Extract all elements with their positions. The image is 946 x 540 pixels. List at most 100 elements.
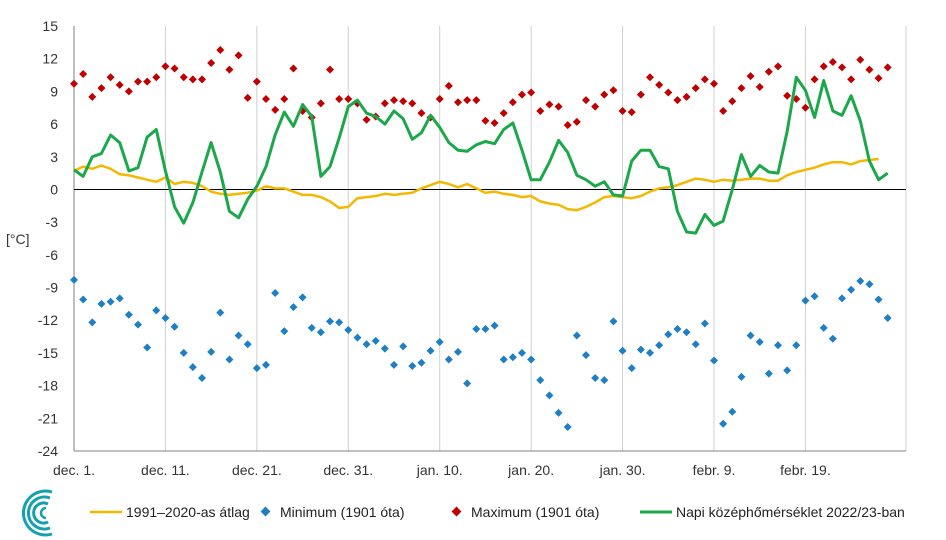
series-min-point [380,344,389,353]
series-max-point [362,115,371,124]
series-max-point [262,95,270,104]
series-min-point [344,326,353,335]
series-min-point [572,331,581,340]
series-max-point [454,98,462,107]
series-max-point [344,95,353,104]
legend-min-swatch [260,506,271,517]
series-min-point [746,331,755,340]
series-min-point [271,288,280,297]
series-min-point [728,407,737,416]
series-max-point [435,95,444,104]
series-min-point [417,358,426,367]
series-max-point [289,64,298,73]
series-min-point [362,340,371,349]
series-min-point [810,292,819,301]
series-max-point [326,65,334,74]
series-min-point [673,324,682,333]
y-tick-label: -15 [38,345,58,361]
legend-item-max: Maximum (1901 óta) [451,504,599,520]
y-tick-label: -12 [38,312,58,328]
series-max-point [444,81,453,90]
series-min-point [646,348,654,357]
series-min-point [216,308,225,317]
series-max-point [252,77,261,86]
series-max [70,45,892,130]
series-max-point [243,93,252,102]
series-min-point [88,318,97,327]
series-max-point [819,62,828,71]
x-tick-label: dec. 31. [323,462,373,478]
series-min-point [609,317,618,326]
series-min-point [563,423,572,432]
series-min-point [719,419,728,428]
series-max-point [115,80,124,89]
series-min-point [682,328,691,337]
series-min-point [399,342,408,351]
legend-max-swatch [451,506,462,517]
series-min-point [481,324,490,333]
series-max-point [591,102,600,111]
series-min-point [234,331,243,340]
series-max-point [271,105,280,114]
legend-max-label: Maximum (1901 óta) [471,504,599,520]
series-max-point [838,63,846,72]
series-min-point [188,363,197,372]
series-max-point [710,79,718,88]
series-min-point [390,360,398,369]
series-min-point [79,295,88,304]
series-max-point [682,92,691,101]
series-min-point [97,299,106,308]
series-max-point [280,95,289,104]
series-daily-line [73,75,889,235]
series-min-point [408,362,417,370]
legend-item-daily: Napi középhőmérséklet 2022/23-ban [640,504,905,520]
series-max-point [746,72,755,81]
series-max-point [582,96,590,105]
series-max-point [518,90,526,99]
series-min-point [124,310,133,319]
series-max-point [664,88,673,97]
series-max-point [316,99,325,108]
series-min-point [225,355,234,364]
series-max-point [847,75,856,84]
legend-min-label: Minimum (1901 óta) [280,504,405,520]
series-min-point [774,341,782,350]
series-min-point [444,355,453,364]
x-tick-label: febr. 9. [693,462,736,478]
series-max-point [865,65,874,74]
series-min-point [353,333,362,342]
series-min-point [527,355,536,364]
series-max-point [636,90,645,99]
series-max-point [134,77,142,86]
legend-avg-label: 1991–2020-as átlag [126,504,250,520]
y-tick-label: 0 [50,181,58,197]
series-min-point [335,318,344,327]
series-min-point [170,322,179,331]
series-max-point [124,87,133,96]
series-min-point [819,323,828,332]
x-tick-label: dec. 21. [232,462,282,478]
series-max-point [572,117,581,126]
series-min-point [847,285,856,294]
series-max-point [408,99,417,108]
series-max-point [874,74,883,83]
series-max-point [691,84,700,93]
series-max-point [499,109,508,118]
series-min-point [700,319,709,328]
series-max-point [481,116,490,125]
series-min-point [600,376,609,385]
y-tick-label: -6 [46,247,59,263]
series-min-point [664,330,673,339]
series-min-point [289,303,298,312]
series-max-point [390,96,398,105]
series-min-point [115,294,124,303]
series-min-point [207,347,216,356]
series-min-point [262,360,270,369]
series-min-point [536,376,545,385]
series-max-point [883,63,892,72]
series-max-point [856,55,865,64]
series-min-point [764,369,773,378]
series-max-point [97,84,106,93]
series-min-point [828,334,837,343]
